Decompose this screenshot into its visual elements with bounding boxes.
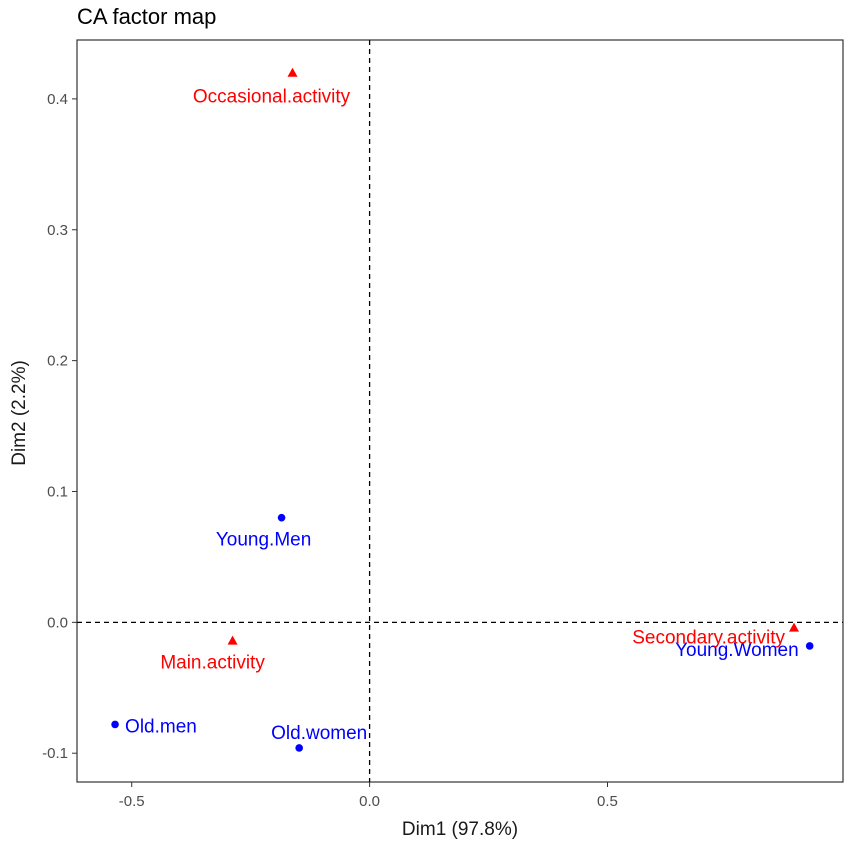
point-label-occasional-activity: Occasional.activity: [193, 87, 351, 108]
point-label-young-women: Young.Women: [675, 640, 799, 661]
x-tick-label: 0.5: [597, 793, 618, 810]
point-label-old-men: Old.men: [125, 716, 197, 737]
y-tick-label: 0.1: [47, 483, 68, 500]
point-marker-young-men: [277, 513, 286, 522]
point-marker-old-men: [111, 720, 119, 729]
y-tick-label: 0.0: [47, 614, 68, 631]
x-axis-title: Dim1 (97.8%): [402, 819, 518, 840]
chart-title: CA factor map: [77, 4, 216, 29]
y-tick-label: 0.2: [47, 353, 68, 370]
point-marker-old-women: [295, 744, 303, 752]
point-label-main-activity: Main.activity: [160, 653, 265, 674]
point-marker-main-activity: [227, 635, 238, 645]
y-tick-label: 0.4: [47, 91, 68, 108]
y-tick-label: -0.1: [42, 745, 68, 762]
point-label-young-men: Young.Men: [216, 530, 311, 551]
y-axis-title: Dim2 (2.2%): [9, 360, 30, 466]
x-tick-label: 0.0: [359, 793, 380, 810]
point-label-old-women: Old.women: [271, 723, 367, 744]
plot-area: -0.5 0.0 0.5 -0.1 0.0 0.1 0.2 0.3 0.4 Young.Men Ol…: [42, 39, 844, 810]
panel-border: [76, 39, 844, 783]
point-marker-young-women: [805, 642, 814, 650]
y-tick-label: 0.3: [47, 222, 68, 239]
point-marker-secondary-activity: [788, 622, 799, 632]
x-tick-label: -0.5: [119, 793, 145, 810]
point-label-secondary-activity: Secondary.activity: [632, 628, 785, 649]
point-marker-occasional-activity: [287, 67, 298, 77]
